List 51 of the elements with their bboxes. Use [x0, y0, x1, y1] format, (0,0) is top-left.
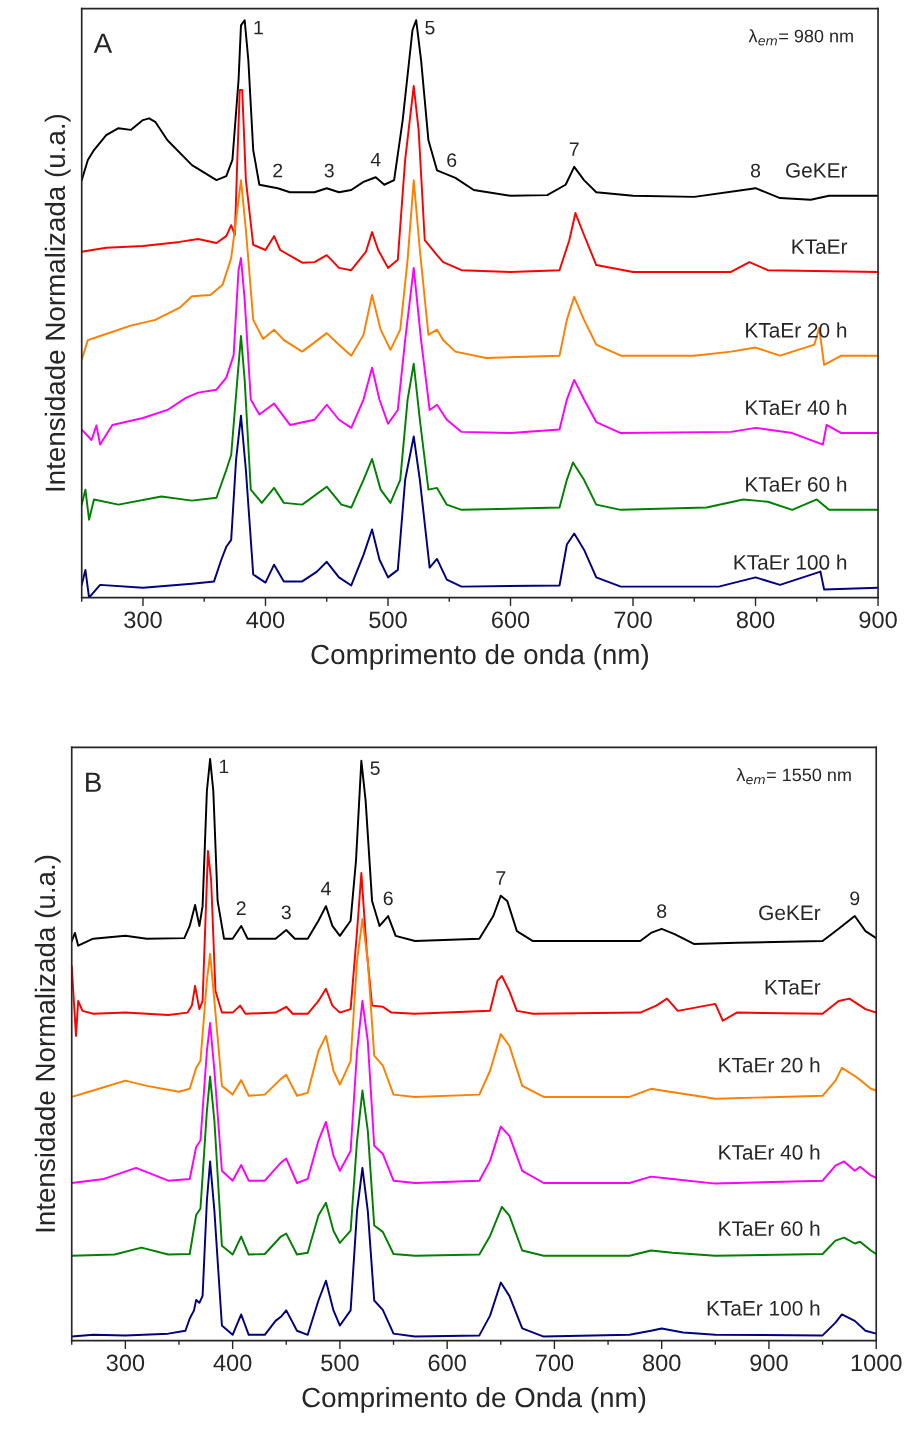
chart-title: A	[93, 33, 113, 53]
annotation: 6	[447, 153, 457, 168]
x-tick-label: 900	[750, 1354, 788, 1372]
annotation: 2	[236, 901, 246, 915]
annotation: 6	[383, 891, 393, 906]
annotation: 7	[496, 871, 506, 885]
annotation: 5	[370, 761, 380, 776]
annotation: 2	[273, 163, 283, 178]
series-label: KTaEr 40 h	[719, 1144, 820, 1160]
annotation: 1	[254, 20, 263, 35]
x-tick-label: 700	[535, 1354, 574, 1372]
annotation: 8	[750, 163, 761, 178]
annotation: 5	[425, 20, 435, 35]
series-label: KTaEr 100 h	[707, 1300, 820, 1316]
annotation: 9	[850, 891, 860, 906]
annotation: 4	[370, 152, 381, 167]
series-label: KTaEr	[792, 239, 848, 254]
x-tick-label: 800	[643, 1354, 681, 1372]
annotation: 1	[219, 759, 229, 774]
series-label: KTaEr 40 h	[746, 399, 847, 416]
annotation: λ$_{em}$= 1550 nm	[736, 768, 851, 785]
x-tick-label: 900	[859, 611, 897, 629]
x-tick-label: 500	[321, 1354, 359, 1372]
chart-title: B	[86, 772, 101, 792]
x-tick-label: 400	[246, 611, 285, 629]
x-tick-label: 800	[736, 611, 775, 629]
x-axis-title: Comprimento de Onda (nm)	[302, 1386, 646, 1413]
x-tick-label: 500	[369, 611, 407, 629]
series-label: KTaEr 60 h	[746, 476, 847, 492]
series-label: GeKEr	[759, 905, 821, 921]
annotation: λ$_{em}$= 980 nm	[748, 29, 853, 46]
x-tick-label: 600	[492, 611, 530, 629]
x-tick-label: 700	[614, 611, 652, 629]
series-label: KTaEr 20 h	[719, 1057, 820, 1073]
x-tick-label: 1000	[851, 1354, 902, 1372]
x-tick-label: 300	[124, 611, 162, 629]
x-tick-label: 300	[106, 1354, 145, 1372]
series-label: KTaEr	[765, 980, 821, 995]
annotation: 7	[569, 142, 579, 156]
annotation: 3	[281, 905, 291, 920]
series-label: KTaEr 100 h	[734, 554, 847, 570]
annotation: 4	[320, 881, 331, 896]
annotation: 3	[324, 163, 334, 178]
x-tick-label: 600	[428, 1354, 466, 1372]
x-axis-title: Comprimento de onda (nm)	[311, 643, 648, 670]
series-label: GeKEr	[786, 162, 848, 178]
x-tick-label: 400	[213, 1354, 252, 1372]
series-label: KTaEr 60 h	[719, 1220, 820, 1236]
y-axis-title: Intensidade Normalizada (u.a.)	[44, 114, 71, 491]
y-axis-title: Intensidade Normalizada (u.a.)	[34, 855, 61, 1232]
annotation: 8	[657, 904, 667, 919]
